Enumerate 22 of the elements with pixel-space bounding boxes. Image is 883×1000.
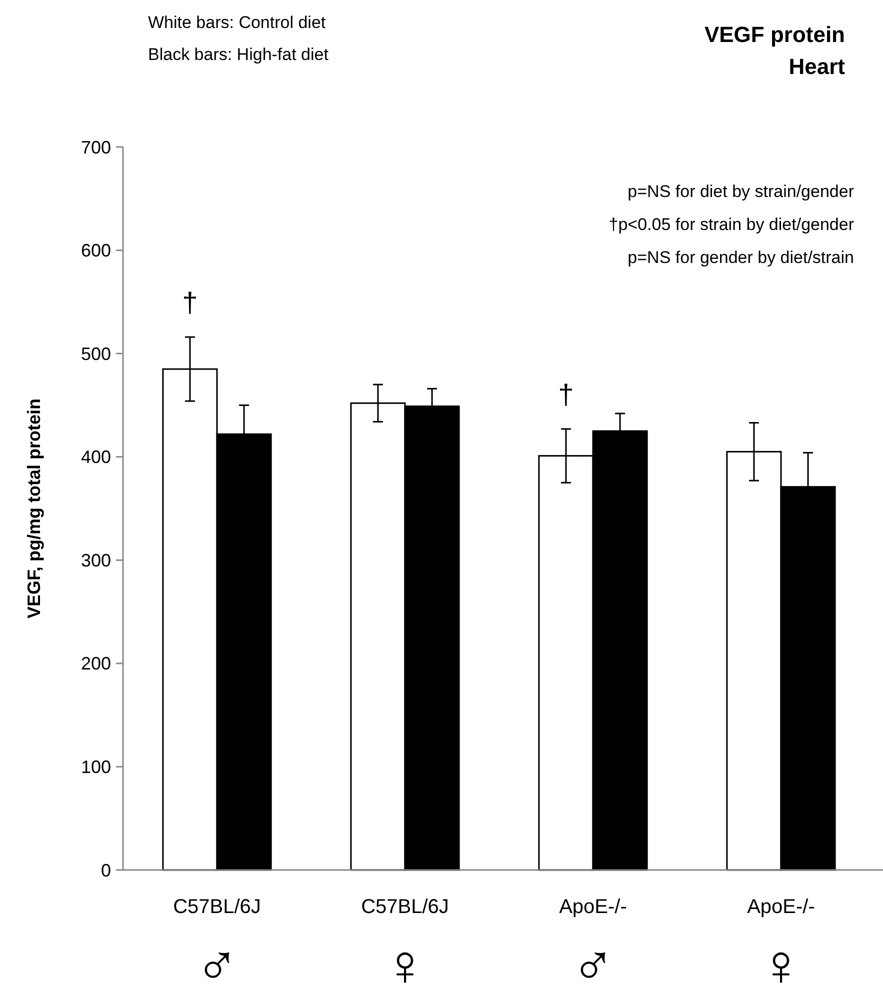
y-tick-label: 500 <box>80 344 111 364</box>
y-tick-label: 200 <box>80 654 111 674</box>
chart-subtitle: Heart <box>788 54 846 79</box>
y-axis-title: VEGF, pg/mg total protein <box>24 398 44 618</box>
x-tick-label: ApoE-/- ♀ <box>747 896 815 998</box>
x-tick-label: C57BL/6J ♀ <box>361 896 449 998</box>
chart-title: VEGF protein <box>704 22 845 47</box>
y-tick-label: 0 <box>100 860 111 880</box>
y-tick-label: 600 <box>80 240 111 261</box>
y-tick-label: 700 <box>80 137 111 158</box>
y-tick-label: 400 <box>80 447 111 468</box>
annotation: p=NS for gender by diet/strain <box>628 248 854 267</box>
annotation: p=NS for diet by strain/gender <box>628 182 854 201</box>
text: Black bars: High-fat diet <box>148 45 329 64</box>
annotation: † <box>558 379 574 410</box>
annotation: † <box>182 287 198 318</box>
y-tick-label: 300 <box>80 550 111 570</box>
text: White bars: Control diet <box>148 13 326 32</box>
x-tick-label: ApoE-/- ♂ <box>559 896 627 998</box>
x-tick-label: C57BL/6J ♂ <box>173 896 261 998</box>
y-tick-label: 100 <box>80 757 111 778</box>
annotation: †p<0.05 for strain by diet/gender <box>608 215 854 234</box>
